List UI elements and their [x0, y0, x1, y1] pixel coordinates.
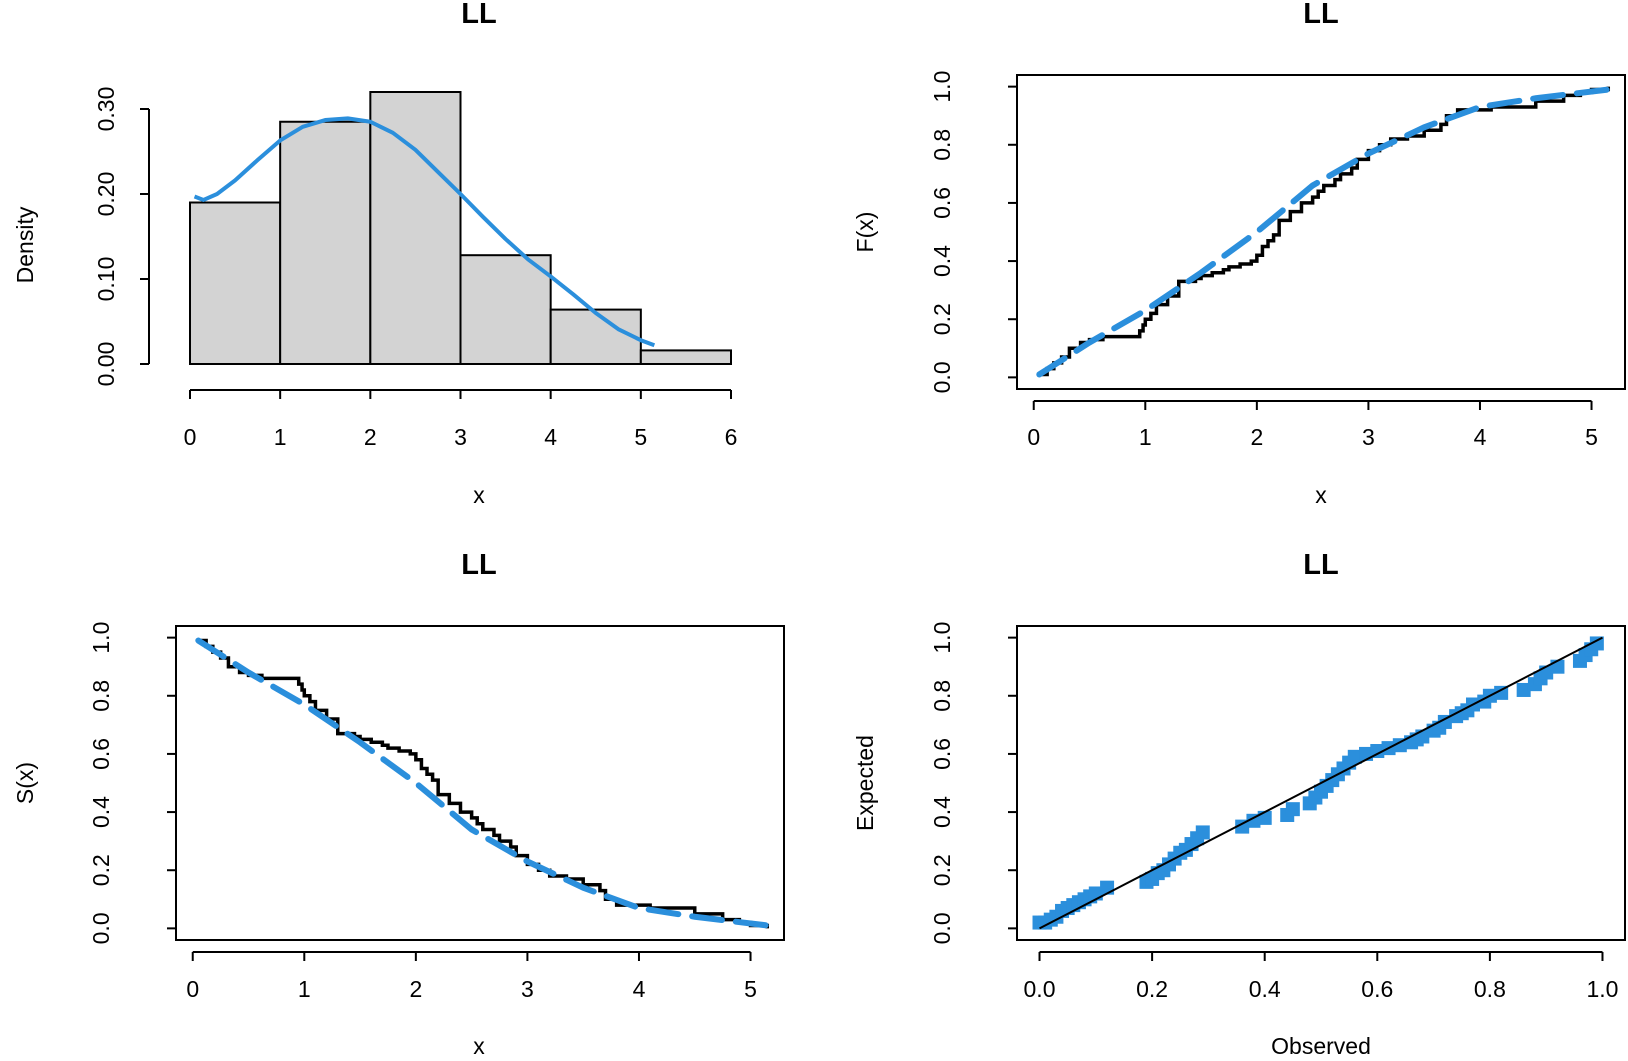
cdf-y-tick-label: 1.0	[929, 71, 955, 103]
surv-y-tick-label: 0.0	[88, 912, 114, 944]
surv-xlabel: x	[473, 1033, 485, 1056]
pp-x-tick-label: 0.4	[1249, 976, 1281, 1002]
cdf-x-tick-label: 3	[1362, 424, 1375, 450]
surv-x-tick-label: 5	[744, 976, 757, 1002]
surv-fitted-dashed	[195, 637, 771, 929]
pp-point	[1516, 682, 1531, 697]
pp-x-tick-label: 0.6	[1361, 976, 1393, 1002]
surv-ylabel: S(x)	[12, 762, 38, 804]
hist-xlabel: x	[473, 482, 485, 508]
cdf-x-tick-label: 2	[1250, 424, 1263, 450]
surv-y-tick-label: 1.0	[88, 622, 114, 654]
cdf-y-tick-label: 0.4	[929, 245, 955, 277]
hist-title: LL	[461, 0, 496, 30]
pp-xlabel: Observed	[1271, 1033, 1371, 1056]
hist-y-tick-label: 0.00	[93, 342, 119, 387]
pp-point	[1235, 819, 1250, 834]
panel-cdf: LL 0 1 2 3 4 5 0.0 0.2 0.4 0.6 0.8 1.0 x F(x)	[852, 0, 1626, 508]
hist-x-tick-label: 0	[184, 424, 197, 450]
pp-y-tick-label: 0.6	[929, 738, 955, 770]
panel-histogram: LL 0 1 2 3 4 5 6 0.00 0.10 0.20 0.30 x Density	[12, 0, 737, 508]
surv-title: LL	[461, 549, 496, 581]
cdf-y-tick-label: 0.6	[929, 187, 955, 219]
pp-x-tick-label: 0.8	[1474, 976, 1506, 1002]
hist-bar	[189, 201, 282, 365]
pp-x-tick-label: 0.0	[1024, 976, 1056, 1002]
hist-bars	[189, 91, 732, 366]
cdf-fitted-dashed	[1036, 86, 1612, 378]
cdf-x-tick-label: 1	[1139, 424, 1152, 450]
pp-y-tick-label: 0.8	[929, 680, 955, 712]
cdf-title: LL	[1303, 0, 1338, 30]
hist-x-tick-label: 4	[544, 424, 557, 450]
surv-y-tick-label: 0.2	[88, 854, 114, 886]
hist-bar	[369, 91, 462, 365]
pp-axes: 0.0 0.2 0.4 0.6 0.8 1.0 0.0 0.2 0.4 0.6 0.8 1.0	[929, 622, 1618, 1002]
surv-series	[195, 637, 771, 929]
pp-x-tick-label: 0.2	[1136, 976, 1168, 1002]
cdf-x-tick-label: 4	[1474, 424, 1487, 450]
panel-pp: LL 0.0 0.2 0.4 0.6 0.8 1.00.00.20.40.60.81.0 …	[852, 549, 1626, 1059]
hist-ylabel: Density	[12, 206, 38, 283]
hist-x-tick-label: 5	[634, 424, 647, 450]
hist-axes: 0 1 2 3 4 5 6 0.00 0.10 0.20 0.30	[93, 87, 737, 450]
cdf-xlabel: x	[1315, 482, 1327, 508]
pp-ylabel: Expected	[852, 735, 878, 831]
hist-y-tick-label: 0.20	[93, 172, 119, 217]
cdf-x-tick-label: 5	[1585, 424, 1598, 450]
pp-point	[1437, 714, 1452, 729]
pp-y-tick-label: 0.4	[929, 796, 955, 828]
surv-x-tick-label: 2	[409, 976, 422, 1002]
surv-x-tick-label: 3	[521, 976, 534, 1002]
cdf-x-tick-label: 0	[1027, 424, 1040, 450]
surv-empirical-step	[198, 638, 770, 929]
pp-x-tick-label: 1.0	[1586, 976, 1618, 1002]
hist-series	[193, 116, 656, 348]
cdf-y-tick-label: 0.8	[929, 129, 955, 161]
pp-reference-line	[1039, 636, 1603, 930]
pp-y-tick-label: 0.0	[929, 912, 955, 944]
pp-point	[1392, 738, 1407, 753]
surv-frame	[175, 625, 785, 941]
hist-y-tick-label: 0.30	[93, 87, 119, 132]
cdf-series	[1036, 86, 1612, 378]
hist-bar	[279, 120, 372, 365]
surv-x-tick-label: 4	[633, 976, 646, 1002]
cdf-ylabel: F(x)	[852, 212, 878, 253]
surv-y-tick-label: 0.6	[88, 738, 114, 770]
pp-point	[1589, 636, 1604, 651]
cdf-empirical-step	[1039, 86, 1611, 377]
pp-point	[1347, 749, 1362, 764]
hist-density-curve	[193, 116, 656, 348]
hist-bar	[549, 308, 642, 366]
pp-series	[1032, 636, 1604, 930]
surv-y-tick-label: 0.8	[88, 680, 114, 712]
hist-y-tick-label: 0.10	[93, 257, 119, 302]
pp-point	[1370, 744, 1385, 759]
panel-survival: LL 0 1 2 3 4 5 0.0 0.2 0.4 0.6 0.8 1.0 x S(x)	[12, 549, 785, 1059]
pp-y-tick-label: 1.0	[929, 622, 955, 654]
surv-x-tick-label: 0	[186, 976, 199, 1002]
hist-x-tick-label: 1	[274, 424, 287, 450]
cdf-y-tick-label: 0.0	[929, 361, 955, 393]
cdf-axes: 0 1 2 3 4 5 0.0 0.2 0.4 0.6 0.8 1.0	[929, 71, 1598, 450]
hist-bar	[459, 254, 552, 365]
surv-y-tick-label: 0.4	[88, 796, 114, 828]
surv-axes: 0 1 2 3 4 5 0.0 0.2 0.4 0.6 0.8 1.0	[88, 622, 757, 1002]
hist-bar	[639, 349, 732, 365]
surv-x-tick-label: 1	[298, 976, 311, 1002]
pp-title: LL	[1303, 549, 1338, 581]
hist-x-tick-label: 6	[725, 424, 738, 450]
pp-y-tick-label: 0.2	[929, 854, 955, 886]
hist-x-tick-label: 3	[454, 424, 467, 450]
pp-point	[1285, 802, 1300, 817]
hist-x-tick-label: 2	[364, 424, 377, 450]
pp-point	[1195, 825, 1210, 840]
cdf-frame	[1016, 74, 1626, 390]
pp-point	[1494, 685, 1509, 700]
cdf-y-tick-label: 0.2	[929, 303, 955, 335]
pp-point	[1246, 813, 1261, 828]
